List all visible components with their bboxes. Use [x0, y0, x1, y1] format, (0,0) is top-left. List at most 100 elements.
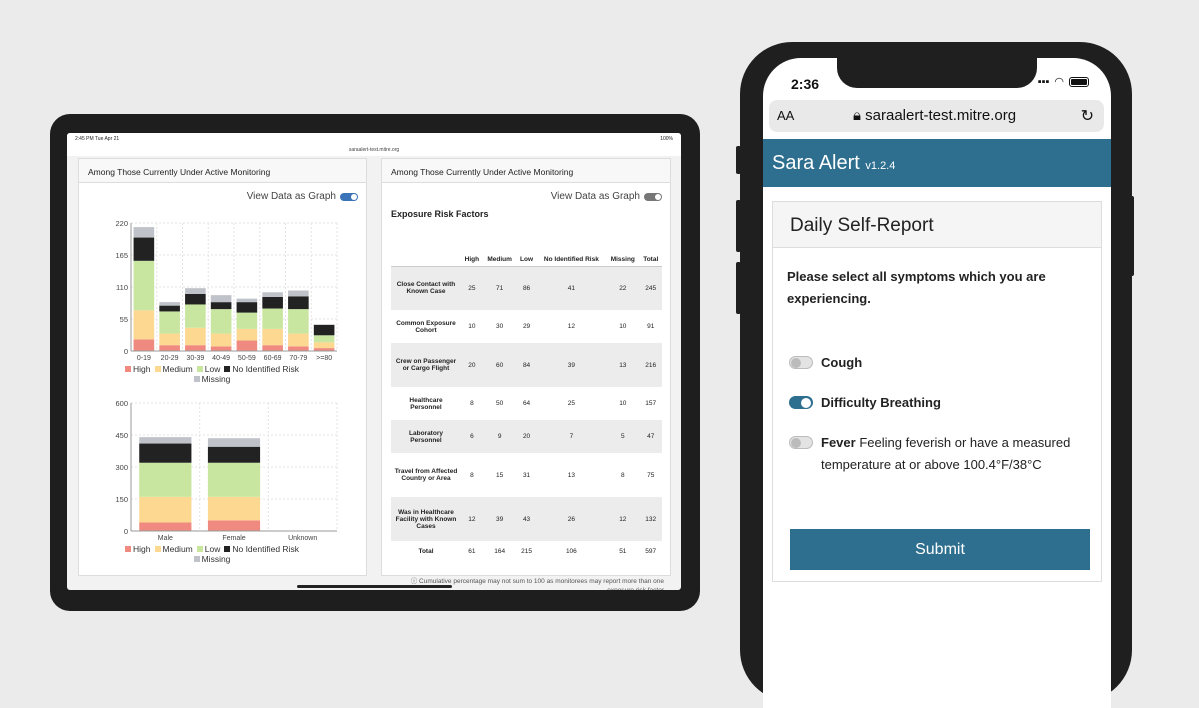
bar-segment — [236, 298, 258, 303]
table-cell: 12 — [461, 497, 483, 541]
legend-item[interactable]: High — [125, 544, 151, 554]
table-toggle-row[interactable]: View Data as Graph — [551, 191, 662, 202]
table-cell: 51 — [619, 547, 627, 555]
x-tick-label: Female — [222, 535, 245, 542]
bar-segment — [210, 309, 232, 334]
tablet-status-time: 2:45 PM Tue Apr 21 — [75, 136, 120, 142]
self-report-card: Daily Self-Report Please select all symp… — [772, 201, 1102, 582]
bar-segment — [236, 340, 258, 351]
bar-segment — [207, 462, 261, 497]
table-toggle-switch[interactable] — [644, 192, 662, 201]
app-title[interactable]: Sara Alert v1.2.4 — [772, 152, 896, 174]
table-cell: 12 — [606, 497, 640, 541]
y-tick-label: 110 — [116, 283, 128, 292]
table-cell: 75 — [647, 471, 655, 479]
bar-segment — [262, 345, 283, 351]
self-report-title: Daily Self-Report — [773, 202, 1101, 248]
table-cell: 13 — [606, 343, 640, 387]
bar-segment — [262, 308, 283, 329]
table-cell: 12 — [567, 323, 575, 330]
bar-segment — [139, 496, 192, 523]
phone-volume-down — [736, 262, 741, 314]
legend-item[interactable]: No Identified Risk — [224, 364, 299, 374]
legend-item[interactable]: Medium — [154, 544, 193, 554]
bar-segment — [288, 296, 309, 310]
symptom-difficulty-breathing[interactable]: Difficulty Breathing — [789, 392, 941, 414]
tablet-device: 2:45 PM Tue Apr 21 100% saraalert-test.m… — [50, 114, 700, 611]
bar-segment — [313, 335, 335, 343]
legend-swatch — [154, 366, 161, 372]
table-cell: 216 — [639, 343, 662, 387]
table-cell: 6 — [461, 420, 483, 453]
legend-item[interactable]: Missing — [193, 374, 231, 384]
address-url[interactable]: 🔒︎ saraalert-test.mitre.org — [853, 107, 1017, 124]
legend-item[interactable]: High — [125, 364, 151, 374]
bar-segment — [133, 310, 155, 340]
bar-segment — [236, 312, 258, 329]
x-tick-label: Male — [158, 535, 173, 542]
table-header-0 — [391, 226, 461, 267]
table-cell: 597 — [645, 547, 657, 555]
difficulty-breathing-toggle[interactable] — [789, 396, 813, 409]
table-cell: 60 — [482, 343, 517, 387]
cough-toggle[interactable] — [789, 356, 813, 369]
table-cell: 9 — [482, 420, 517, 453]
tablet-status-bar: 2:45 PM Tue Apr 21 100% — [67, 133, 681, 147]
lock-icon: 🔒︎ — [853, 107, 861, 124]
bar-segment — [139, 462, 192, 497]
table-row-label: Was in Healthcare Facility with Known Ca… — [391, 497, 461, 541]
table-toggle-label: View Data as Graph — [550, 191, 640, 202]
legend-label: Low — [204, 544, 221, 554]
phone-screen: 2:36 ▪▪▪ ◠ AA 🔒︎ saraalert-test.mitre.or… — [763, 58, 1111, 708]
symptom-cough[interactable]: Cough — [789, 352, 862, 374]
table-card-title: Among Those Currently Under Active Monit… — [382, 159, 670, 183]
y-tick-label: 450 — [115, 431, 128, 440]
table-row-label: Healthcare Personnel — [409, 396, 443, 411]
reload-icon[interactable]: ↻ — [1080, 108, 1094, 125]
legend-label: Missing — [201, 374, 231, 384]
fever-toggle[interactable] — [789, 436, 813, 449]
y-tick-label: 220 — [115, 219, 128, 228]
table-row: Healthcare Personnel 8 50 64 25 10 157 — [391, 387, 662, 420]
legend-swatch — [193, 556, 200, 562]
legend-item[interactable]: Missing — [193, 554, 230, 564]
table-cell: 39 — [482, 497, 517, 541]
table-cell: 5 — [606, 420, 640, 453]
table-cell: 29 — [522, 323, 531, 330]
table-cell: 22 — [606, 266, 640, 310]
table-cell: 41 — [536, 266, 607, 310]
symptom-fever[interactable]: Fever Feeling feverish or have a measure… — [789, 432, 1089, 476]
tablet-url[interactable]: saraalert-test.mitre.org — [67, 147, 681, 156]
table-cell: 26 — [536, 497, 607, 541]
table-header-4: No Identified Risk — [536, 226, 607, 267]
legend-item[interactable]: No Identified Risk — [224, 544, 299, 554]
wifi-icon: ◠ — [1054, 76, 1064, 88]
bar-segment — [262, 292, 283, 297]
legend-item[interactable]: Low — [196, 364, 220, 374]
table-row-label: Travel from Affected Country or Area — [394, 468, 458, 482]
app-header: Sara Alert v1.2.4 — [763, 139, 1111, 187]
bar-segment — [159, 345, 180, 351]
bar-segment — [133, 339, 155, 351]
legend-label: Medium — [162, 364, 193, 374]
submit-button[interactable]: Submit — [790, 529, 1090, 570]
legend-item[interactable]: Medium — [154, 364, 193, 374]
y-tick-label: 600 — [115, 399, 128, 408]
tablet-home-indicator[interactable] — [297, 585, 452, 588]
graph-toggle-row[interactable]: View Data as Graph — [247, 191, 358, 202]
graph-toggle-switch[interactable] — [340, 192, 358, 201]
tablet-screen: 2:45 PM Tue Apr 21 100% saraalert-test.m… — [67, 133, 681, 590]
exposure-risk-title: Exposure Risk Factors — [391, 209, 489, 219]
table-cell: 10 — [619, 400, 627, 407]
legend-item[interactable]: Low — [196, 544, 221, 554]
text-size-button[interactable]: AA — [777, 108, 795, 123]
phone-notch — [837, 58, 1037, 88]
table-cell: 8 — [470, 471, 474, 479]
bar-segment — [185, 327, 206, 346]
table-cell: 15 — [496, 471, 504, 479]
address-bar[interactable]: AA 🔒︎ saraalert-test.mitre.org ↻ — [769, 100, 1104, 132]
bar-segment — [207, 520, 261, 531]
legend-label: No Identified Risk — [232, 544, 299, 554]
bar-segment — [236, 302, 258, 313]
table-cell: 25 — [461, 266, 483, 310]
